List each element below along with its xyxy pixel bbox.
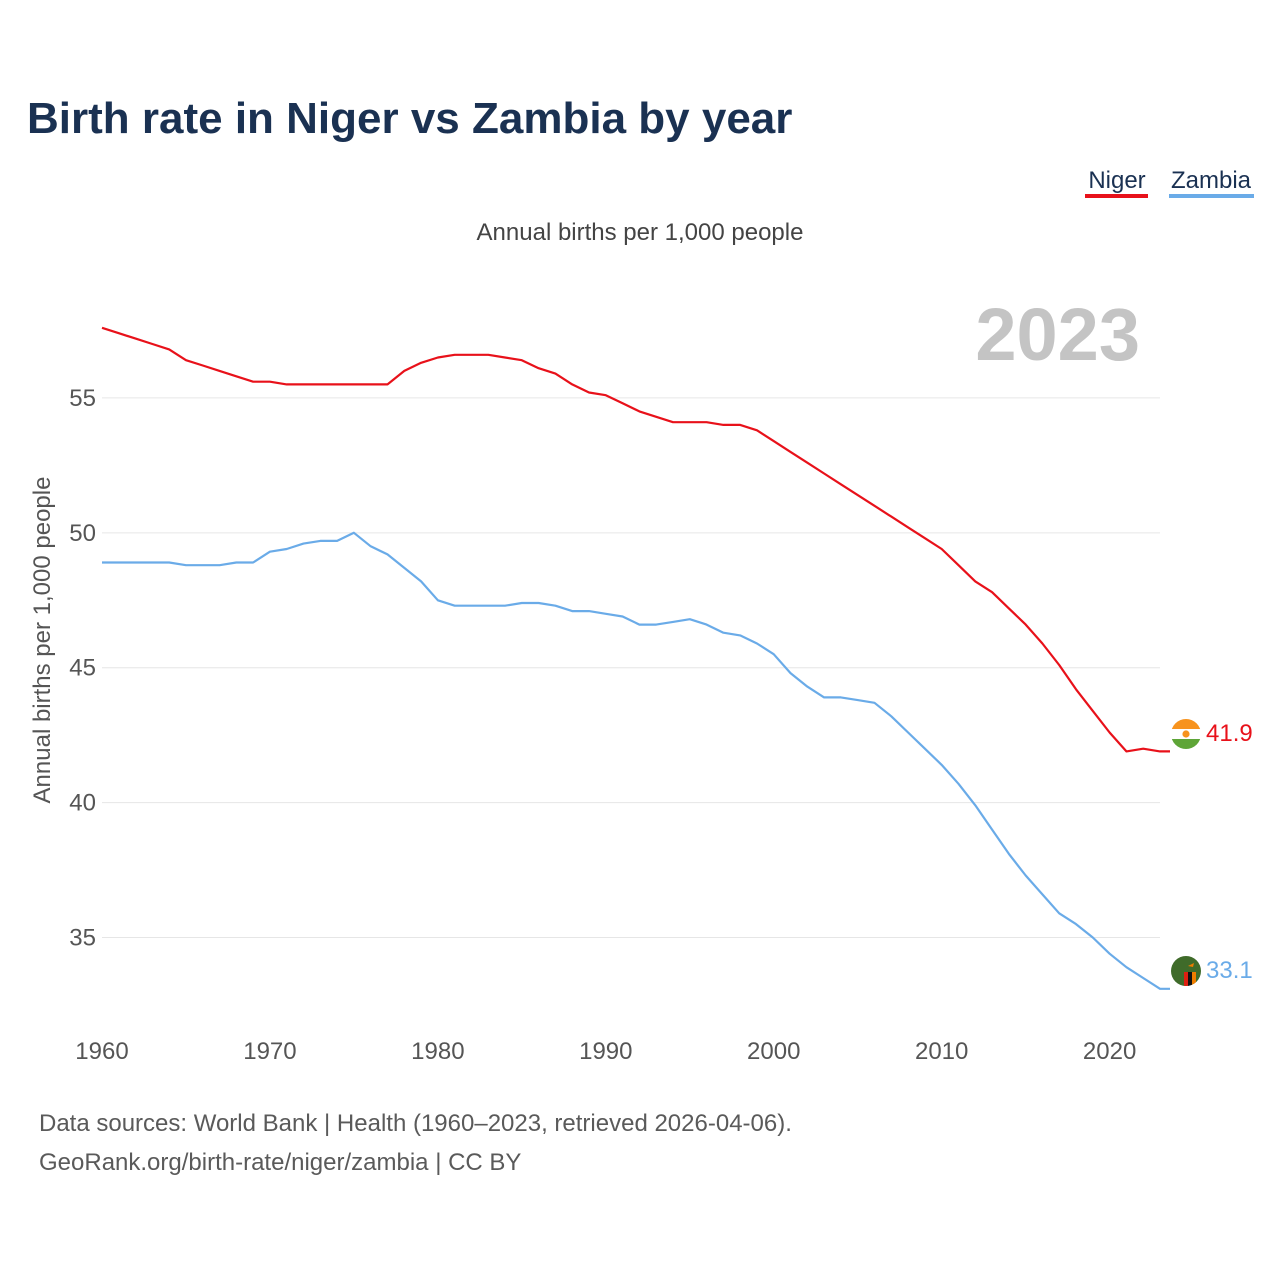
legend-label-zambia: Zambia bbox=[1171, 167, 1252, 194]
y-tick-labels: 35 40 45 50 55 bbox=[69, 385, 96, 952]
zambia-flag-icon bbox=[1171, 956, 1201, 986]
x-tick-labels: 1960 1970 1980 1990 2000 2010 2020 bbox=[75, 1038, 1136, 1065]
series-lines bbox=[101, 326, 1170, 990]
niger-flag-icon bbox=[1171, 719, 1201, 749]
y-tick-45: 45 bbox=[69, 655, 96, 682]
legend-item-niger[interactable]: Niger bbox=[1085, 167, 1148, 198]
legend-item-zambia[interactable]: Zambia bbox=[1169, 167, 1254, 198]
y-tick-40: 40 bbox=[69, 790, 96, 817]
x-tick-1980: 1980 bbox=[411, 1038, 464, 1065]
y-axis-label: Annual births per 1,000 people bbox=[29, 477, 56, 804]
x-tick-1990: 1990 bbox=[579, 1038, 632, 1065]
legend-swatch-niger bbox=[1085, 194, 1148, 198]
end-label-niger: 41.9 bbox=[1206, 720, 1253, 747]
y-tick-50: 50 bbox=[69, 520, 96, 547]
end-label-zambia: 33.1 bbox=[1206, 957, 1253, 984]
chart-title: Birth rate in Niger vs Zambia by year bbox=[27, 94, 792, 143]
y-tick-55: 55 bbox=[69, 385, 96, 412]
y-tick-35: 35 bbox=[69, 925, 96, 952]
series-line-zambia[interactable] bbox=[102, 531, 1170, 990]
x-tick-1960: 1960 bbox=[75, 1038, 128, 1065]
year-watermark: 2023 bbox=[975, 293, 1140, 376]
legend-label-niger: Niger bbox=[1088, 167, 1145, 194]
x-tick-2010: 2010 bbox=[915, 1038, 968, 1065]
x-tick-1970: 1970 bbox=[243, 1038, 296, 1065]
x-tick-2000: 2000 bbox=[747, 1038, 800, 1065]
source-line-2[interactable]: GeoRank.org/birth-rate/niger/zambia | CC… bbox=[39, 1149, 521, 1176]
series-line-niger[interactable] bbox=[101, 326, 1170, 753]
x-tick-2020: 2020 bbox=[1083, 1038, 1136, 1065]
grid-lines bbox=[102, 397, 1160, 939]
source-line-1: Data sources: World Bank | Health (1960–… bbox=[39, 1110, 792, 1137]
chart-subtitle: Annual births per 1,000 people bbox=[477, 219, 804, 246]
legend: Niger Zambia bbox=[1085, 167, 1254, 198]
legend-swatch-zambia bbox=[1169, 194, 1254, 198]
